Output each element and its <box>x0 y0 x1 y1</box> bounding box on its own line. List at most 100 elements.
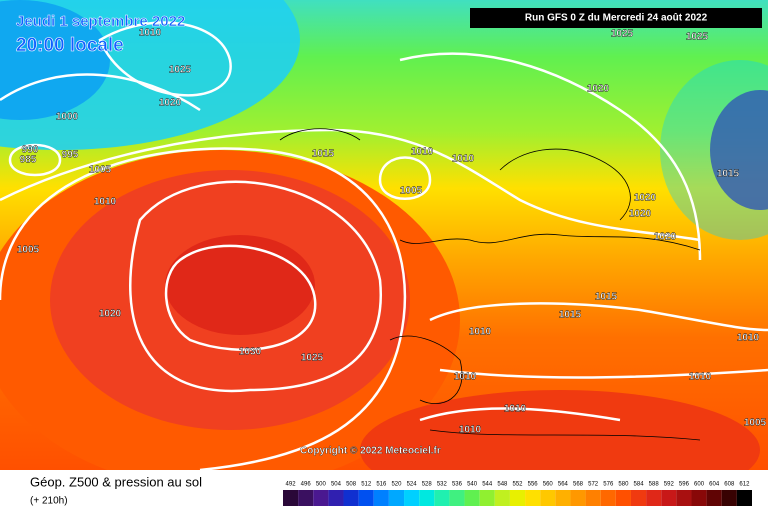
color-scale: 492 496 500 504 508 512 516 520 524 528 532 536 540 5… <box>283 482 752 506</box>
scale-swatch <box>615 490 631 506</box>
isobar-label: 1015 <box>312 149 335 160</box>
scale-label: 532 <box>437 482 448 488</box>
scale-swatch <box>464 490 480 506</box>
scale-swatch <box>736 490 752 506</box>
scale-swatch <box>388 490 405 506</box>
scale-label: 520 <box>391 482 402 488</box>
scale-label: 592 <box>664 482 675 488</box>
scale-label: 496 <box>301 482 312 488</box>
scale-label: 580 <box>618 482 629 488</box>
scale-swatch <box>479 490 495 506</box>
scale-label: 508 <box>346 482 357 488</box>
scale-swatch <box>585 490 601 506</box>
scale-label: 548 <box>497 482 508 488</box>
isobar-label: 1015 <box>717 169 740 180</box>
scale-swatch <box>298 490 314 506</box>
scale-swatch <box>373 490 389 506</box>
isobar-label: 1025 <box>301 353 324 364</box>
scale-swatch <box>404 490 420 506</box>
isobar-label: 1010 <box>737 333 760 344</box>
isobar-label: 995 <box>62 150 79 161</box>
scale-swatch <box>313 490 329 506</box>
scale-swatch <box>600 490 616 506</box>
isobar-label: 1005 <box>744 418 767 429</box>
scale-label: 528 <box>422 482 433 488</box>
isobar-label: 1030 <box>239 347 262 358</box>
scale-label: 596 <box>679 482 690 488</box>
isobar-label: 1020 <box>587 84 610 95</box>
scale-swatch <box>328 490 344 506</box>
scale-swatch <box>434 490 450 506</box>
scale-label: 588 <box>649 482 660 488</box>
isobar-label: 1010 <box>139 28 162 39</box>
scale-label: 500 <box>316 482 327 488</box>
scale-swatch <box>358 490 374 506</box>
isobar-label: 1005 <box>17 245 40 256</box>
isobar-label: 1015 <box>595 292 618 303</box>
isobar-label: 1020 <box>629 209 652 220</box>
scale-swatch <box>525 490 541 506</box>
isobar-label: 1005 <box>89 165 112 176</box>
scale-label: 612 <box>739 482 750 488</box>
isobar-label: 1000 <box>56 112 79 123</box>
scale-label: 504 <box>331 482 342 488</box>
scale-label: 540 <box>467 482 478 488</box>
isobar-label: 1010 <box>454 372 477 383</box>
scale-label: 560 <box>543 482 554 488</box>
isobar-label: 1010 <box>411 147 434 158</box>
scale-swatch <box>419 490 435 506</box>
scale-label: 552 <box>512 482 523 488</box>
isobar-label: 1010 <box>94 197 117 208</box>
scale-swatch <box>691 490 707 506</box>
footer-subtitle: (+ 210h) <box>30 496 68 507</box>
scale-label: 584 <box>634 482 645 488</box>
isobar-label: 1025 <box>686 32 709 43</box>
scale-swatch <box>343 490 359 506</box>
scale-swatch <box>570 490 586 506</box>
scale-swatch <box>646 490 662 506</box>
scale-label: 608 <box>724 482 735 488</box>
isobar-label: 1010 <box>689 372 712 383</box>
isobar-label: 1025 <box>611 29 634 40</box>
scale-label: 516 <box>376 482 387 488</box>
isobar-label: 1025 <box>169 65 192 76</box>
footer-title: Géop. Z500 & pression au sol <box>30 474 202 489</box>
scale-label: 600 <box>694 482 705 488</box>
scale-swatch <box>555 490 571 506</box>
isobar-label: 1020 <box>654 232 677 243</box>
coastlines <box>279 128 701 441</box>
isobar-label: 1020 <box>634 193 657 204</box>
forecast-time: 20:00 locale <box>16 35 124 56</box>
scale-label: 576 <box>603 482 614 488</box>
scale-label: 604 <box>709 482 720 488</box>
isobar-label: 1010 <box>469 327 492 338</box>
forecast-date: Jeudi 1 septembre 2022 <box>16 13 185 30</box>
scale-swatch <box>283 490 299 506</box>
scale-label: 564 <box>558 482 569 488</box>
scale-swatch <box>706 490 722 506</box>
isobar-label: 985 <box>20 155 37 166</box>
isobar-label: 1005 <box>400 186 423 197</box>
scale-label: 492 <box>286 482 297 488</box>
run-box <box>470 8 762 28</box>
isobar-label: 1015 <box>559 310 582 321</box>
scale-label: 568 <box>573 482 584 488</box>
scale-label: 556 <box>528 482 539 488</box>
scale-swatch <box>494 490 510 506</box>
copyright: Copyright © 2022 Meteociel.fr <box>300 446 441 457</box>
run-label: Run GFS 0 Z du Mercredi 24 août 2022 <box>525 13 708 24</box>
scale-swatch <box>661 490 677 506</box>
scale-swatch <box>630 490 647 506</box>
scale-label: 572 <box>588 482 599 488</box>
scale-label: 524 <box>407 482 418 488</box>
isobar-label: 1020 <box>99 309 122 320</box>
isobar-label: 1010 <box>452 154 475 165</box>
scale-swatch <box>509 490 526 506</box>
scale-swatch <box>721 490 737 506</box>
isobar-label: 990 <box>22 145 39 156</box>
scale-label: 512 <box>361 482 372 488</box>
scale-label: 536 <box>452 482 463 488</box>
